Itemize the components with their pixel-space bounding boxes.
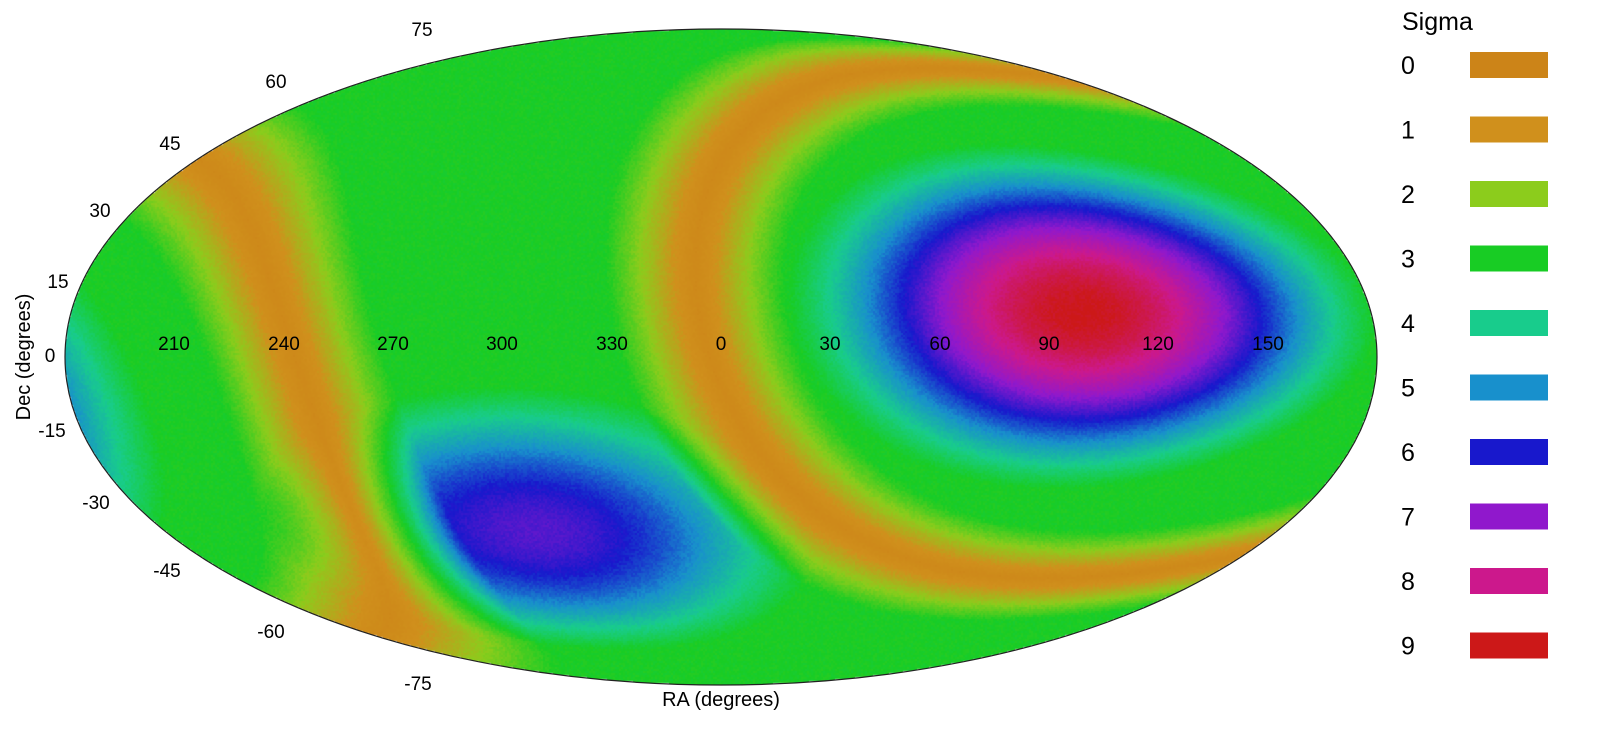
legend-label: 2 xyxy=(1401,181,1415,209)
ra-tick-label: 240 xyxy=(268,334,300,355)
legend-swatch xyxy=(1470,568,1548,594)
legend-label: 9 xyxy=(1401,633,1415,661)
legend: Sigma 0 1 2 3 4 5 6 7 8 9 xyxy=(1401,8,1548,661)
legend-swatch xyxy=(1470,633,1548,659)
dec-tick-label: -45 xyxy=(153,561,180,582)
sigma-heatmap xyxy=(65,29,1377,685)
dec-tick-label: 60 xyxy=(265,72,286,93)
legend-label: 0 xyxy=(1401,52,1415,80)
ra-tick-label: 330 xyxy=(596,334,628,355)
dec-tick-label: -30 xyxy=(82,493,109,514)
dec-tick-label: 45 xyxy=(159,134,180,155)
x-axis-title: RA (degrees) xyxy=(662,689,780,711)
y-axis-title: Dec (degrees) xyxy=(13,294,35,421)
ra-tick-label: 0 xyxy=(716,334,727,355)
legend-swatch xyxy=(1470,246,1548,272)
legend-label: 4 xyxy=(1401,310,1415,338)
legend-swatch xyxy=(1470,375,1548,401)
dec-tick-label: -15 xyxy=(38,421,65,442)
ra-tick-label: 210 xyxy=(158,334,190,355)
ra-tick-label: 150 xyxy=(1252,334,1284,355)
legend-swatch xyxy=(1470,117,1548,143)
dec-tick-label: -75 xyxy=(404,674,431,695)
dec-tick-label: -60 xyxy=(257,622,284,643)
ra-tick-label: 270 xyxy=(377,334,409,355)
ra-tick-label: 60 xyxy=(929,334,950,355)
legend-label: 6 xyxy=(1401,439,1415,467)
legend-label: 1 xyxy=(1401,117,1415,145)
legend-label: 5 xyxy=(1401,375,1415,403)
legend-title: Sigma xyxy=(1402,8,1473,36)
ra-tick-label: 300 xyxy=(486,334,518,355)
legend-swatch xyxy=(1470,439,1548,465)
dec-tick-label: 15 xyxy=(47,272,68,293)
dec-tick-label: 75 xyxy=(411,20,432,41)
legend-label: 7 xyxy=(1401,504,1415,532)
ra-tick-label: 30 xyxy=(819,334,840,355)
legend-label: 8 xyxy=(1401,568,1415,596)
ra-tick-label: 90 xyxy=(1038,334,1059,355)
legend-swatch xyxy=(1470,310,1548,336)
legend-label: 3 xyxy=(1401,246,1415,274)
ra-tick-label: 120 xyxy=(1142,334,1174,355)
legend-swatch xyxy=(1470,504,1548,530)
dec-tick-label: 0 xyxy=(45,346,56,367)
legend-swatch xyxy=(1470,52,1548,78)
legend-swatch xyxy=(1470,181,1548,207)
dec-tick-label: 30 xyxy=(89,201,110,222)
